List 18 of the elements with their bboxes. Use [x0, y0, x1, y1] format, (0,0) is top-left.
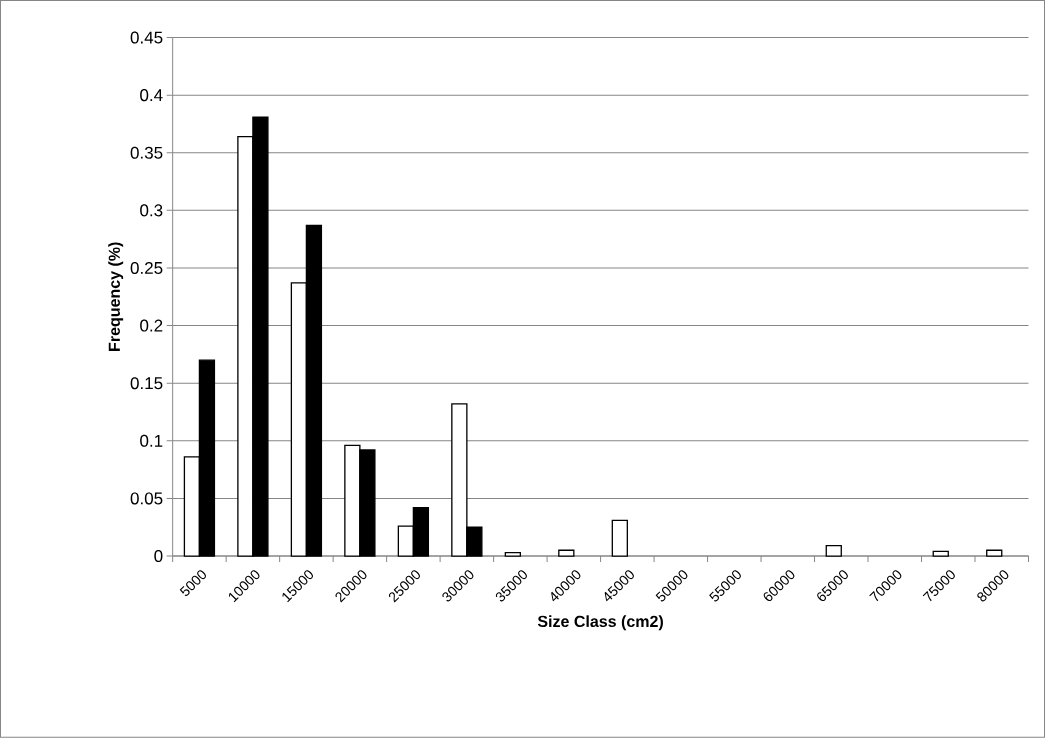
- y-tick-label: 0.15: [130, 377, 163, 390]
- y-tick-label: 0: [154, 550, 163, 563]
- bar: [932, 550, 949, 557]
- y-tick-label: 0.05: [130, 492, 163, 505]
- y-tick-label: 0.25: [130, 262, 163, 275]
- y-tick-label: 0.1: [140, 434, 163, 447]
- bar: [611, 519, 628, 557]
- bar: [504, 552, 521, 557]
- bar: [986, 549, 1003, 557]
- y-tick-label: 0.45: [130, 31, 163, 44]
- y-tick-label: 0.3: [140, 204, 163, 217]
- bar: [558, 549, 575, 557]
- y-tick-label: 0.4: [140, 89, 163, 102]
- bar: [825, 545, 842, 557]
- y-tick-label: 0.2: [140, 319, 163, 332]
- y-axis-title: Frequency (%): [108, 242, 124, 352]
- y-tick-label: 0.35: [130, 146, 163, 159]
- x-axis-title: Size Class (cm2): [537, 615, 663, 631]
